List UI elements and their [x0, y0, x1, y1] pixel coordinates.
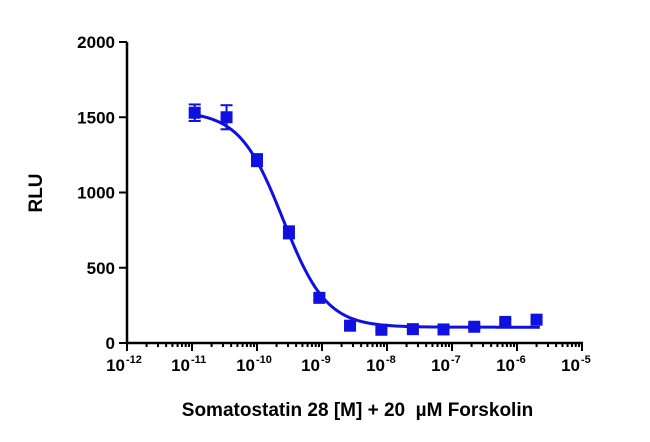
square-marker	[437, 323, 450, 336]
x-tick-label: 10	[561, 356, 580, 375]
x-tick-label: 10	[366, 356, 385, 375]
x-axis-title: Somatostatin 28 [M] + 20 µM Forskolin	[182, 400, 533, 421]
data-point-5	[313, 291, 326, 304]
data-point-2	[220, 104, 233, 131]
square-marker	[313, 291, 326, 304]
data-points	[188, 103, 543, 336]
data-point-4	[282, 225, 295, 240]
y-tick-label: 1500	[77, 108, 115, 127]
square-marker	[344, 319, 357, 332]
square-marker	[251, 154, 263, 167]
square-marker	[468, 320, 481, 333]
x-tick-label: 10	[431, 356, 450, 375]
square-marker	[499, 315, 512, 328]
data-point-8	[406, 323, 419, 336]
x-tick-label: 10	[236, 356, 255, 375]
plot-area	[188, 103, 543, 336]
x-tick-exponent: -6	[516, 354, 526, 366]
x-tick-exponent: -11	[191, 354, 206, 366]
data-point-6	[344, 319, 357, 332]
x-tick-exponent: -7	[451, 354, 461, 366]
x-tick-label: 10	[106, 356, 125, 375]
square-marker	[220, 111, 233, 124]
square-marker	[282, 226, 295, 239]
x-axis-ticks: 10 -12 10 -11 10 -10 10 -9 10 -8 10 -7 10 -6 10 -5	[106, 343, 591, 375]
y-tick-label: 2000	[77, 33, 115, 52]
x-tick-exponent: -5	[581, 354, 591, 366]
square-marker	[188, 106, 201, 119]
x-tick-label: 10	[301, 356, 320, 375]
y-axis-ticks: 0 500 1000 1500 2000	[77, 33, 127, 353]
y-tick-label: 0	[106, 334, 115, 353]
data-point-9	[437, 323, 450, 336]
x-tick-exponent: -10	[256, 354, 272, 366]
data-point-3	[251, 153, 263, 168]
data-point-7	[375, 323, 388, 336]
x-tick-label: 10	[171, 356, 190, 375]
data-point-12	[530, 313, 543, 326]
y-tick-label: 500	[87, 259, 115, 278]
square-marker	[530, 313, 543, 326]
data-point-11	[499, 315, 512, 328]
x-tick-exponent: -9	[321, 354, 331, 366]
y-tick-label: 1000	[77, 184, 115, 203]
y-axis-title: RLU	[26, 173, 47, 212]
data-point-10	[468, 320, 481, 333]
x-tick-exponent: -12	[126, 354, 142, 366]
data-point-1	[188, 103, 201, 123]
fit-curve	[191, 112, 540, 329]
square-marker	[406, 323, 419, 336]
x-tick-exponent: -8	[386, 354, 396, 366]
x-tick-label: 10	[496, 356, 515, 375]
square-marker	[375, 323, 388, 336]
